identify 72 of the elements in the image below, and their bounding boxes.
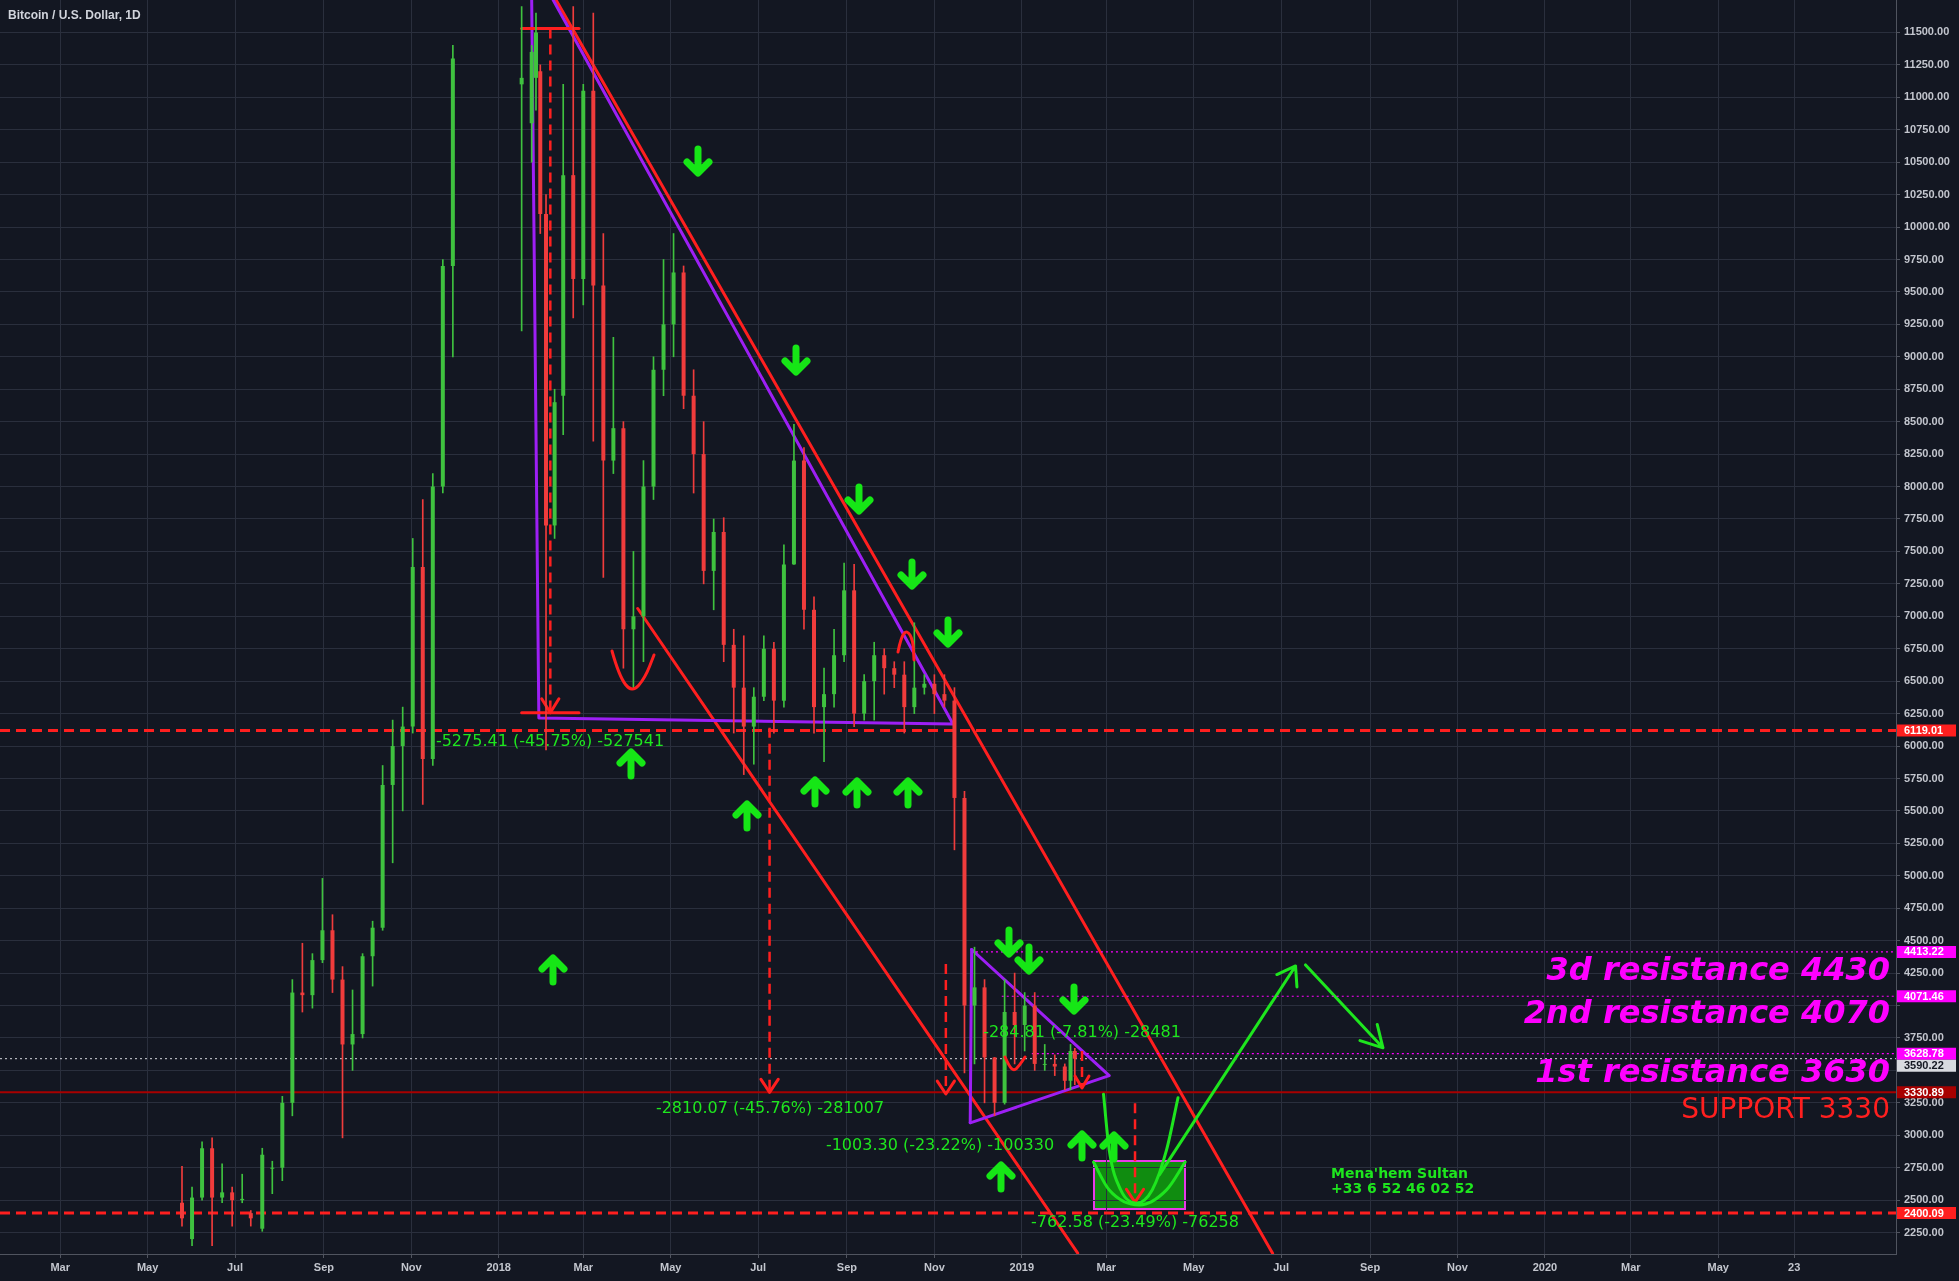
x-tick-label: Nov (923, 1260, 946, 1273)
y-tick-label: 6250.00 (1904, 706, 1944, 719)
text: Bitcoin / U.S. Dollar, 1D (8, 8, 142, 23)
data-label: 4071.46 (1904, 989, 1944, 1002)
y-tick-label: 2750.00 (1904, 1160, 1944, 1173)
y-tick-label: 3250.00 (1904, 1095, 1944, 1108)
y-tick-label: 5750.00 (1904, 771, 1944, 784)
x-tick-label: Mar (50, 1260, 71, 1273)
y-tick-label: 7750.00 (1904, 512, 1944, 525)
x-tick-label: May (1183, 1260, 1206, 1273)
annotation: -2810.07 (-45.76%) -281007 (655, 1098, 885, 1118)
x-tick-label: 2018 (486, 1260, 511, 1273)
y-tick-label: 3000.00 (1904, 1128, 1944, 1141)
y-tick-label: 5500.00 (1904, 803, 1944, 816)
x-tick-label: Mar (573, 1260, 594, 1273)
x-tick-label: Jul (1273, 1260, 1290, 1273)
annotation: Mena'hem Sultan (1331, 1164, 1469, 1181)
y-tick-label: 4750.00 (1904, 901, 1944, 914)
x-tick-label: Sep (313, 1260, 335, 1273)
x-tick-label: 2019 (1009, 1260, 1035, 1273)
ref-line-label: 3330.89 (1904, 1085, 1944, 1098)
y-tick-label: 8000.00 (1904, 479, 1944, 492)
x-tick-label: Sep (836, 1260, 858, 1273)
annotation: 2nd resistance 4070 (1523, 993, 1890, 1032)
y-tick-label: 10750.00 (1904, 122, 1950, 135)
x-tick-label: May (1707, 1260, 1730, 1273)
y-tick-label: 9500.00 (1904, 284, 1944, 297)
x-tick-label: Mar (1096, 1260, 1117, 1273)
x-tick-label: Sep (1359, 1260, 1381, 1273)
y-tick-label: 7250.00 (1904, 576, 1944, 589)
y-tick-label: 8250.00 (1904, 447, 1944, 460)
y-tick-label: 5250.00 (1904, 836, 1944, 849)
y-tick-label: 2250.00 (1904, 1225, 1944, 1238)
y-tick-label: 11500.00 (1904, 25, 1950, 38)
y-tick-label: 11000.00 (1904, 90, 1950, 103)
y-tick-label: 10000.00 (1904, 220, 1950, 233)
y-tick-label: 9250.00 (1904, 317, 1944, 330)
data-label: 3628.78 (1904, 1047, 1944, 1060)
x-tick-label: 23 (1788, 1260, 1801, 1273)
y-tick-label: 6000.00 (1904, 739, 1944, 752)
y-tick-label: 5000.00 (1904, 868, 1944, 881)
y-tick-label: 7000.00 (1904, 609, 1944, 622)
x-tick-label: Nov (1447, 1260, 1469, 1273)
y-tick-label: 8750.00 (1904, 382, 1944, 395)
x-tick-label: Mar (1621, 1260, 1642, 1273)
y-tick-label: 11250.00 (1904, 57, 1950, 70)
y-tick-label: 9750.00 (1904, 252, 1944, 265)
y-tick-label: 7500.00 (1904, 544, 1944, 557)
x-tick-label: Jul (750, 1260, 767, 1273)
y-tick-label: 4250.00 (1904, 966, 1944, 979)
ref-line-label: 6119.01 (1904, 724, 1944, 737)
y-tick-label: 10250.00 (1904, 187, 1950, 200)
x-tick-label: May (659, 1260, 683, 1273)
y-tick-label: 6750.00 (1904, 641, 1944, 654)
x-tick-label: May (136, 1260, 160, 1273)
y-tick-label: 3750.00 (1904, 1031, 1944, 1043)
ref-line-label: 2400.09 (1904, 1206, 1944, 1219)
x-tick-label: 2020 (1532, 1260, 1558, 1273)
y-tick-label: 10500.00 (1904, 155, 1950, 168)
y-tick-label: 4500.00 (1904, 933, 1944, 946)
x-tick-label: Nov (400, 1260, 423, 1273)
annotation: 1st resistance 3630 (1535, 1052, 1890, 1091)
y-tick-label: 6500.00 (1904, 674, 1944, 687)
y-tick-label: 2500.00 (1904, 1193, 1944, 1206)
annotation: 3d resistance 4430 (1546, 950, 1890, 989)
data-label: 4413.22 (1904, 945, 1944, 958)
annotation: SUPPORT 3330 (1681, 1092, 1890, 1126)
y-tick-label: 8500.00 (1904, 414, 1944, 427)
x-tick-label: Jul (227, 1260, 243, 1273)
ref-line-label: 3590.22 (1904, 1059, 1944, 1072)
y-tick-label: 9000.00 (1904, 349, 1944, 362)
annotation: +33 6 52 46 02 52 (1331, 1179, 1475, 1196)
